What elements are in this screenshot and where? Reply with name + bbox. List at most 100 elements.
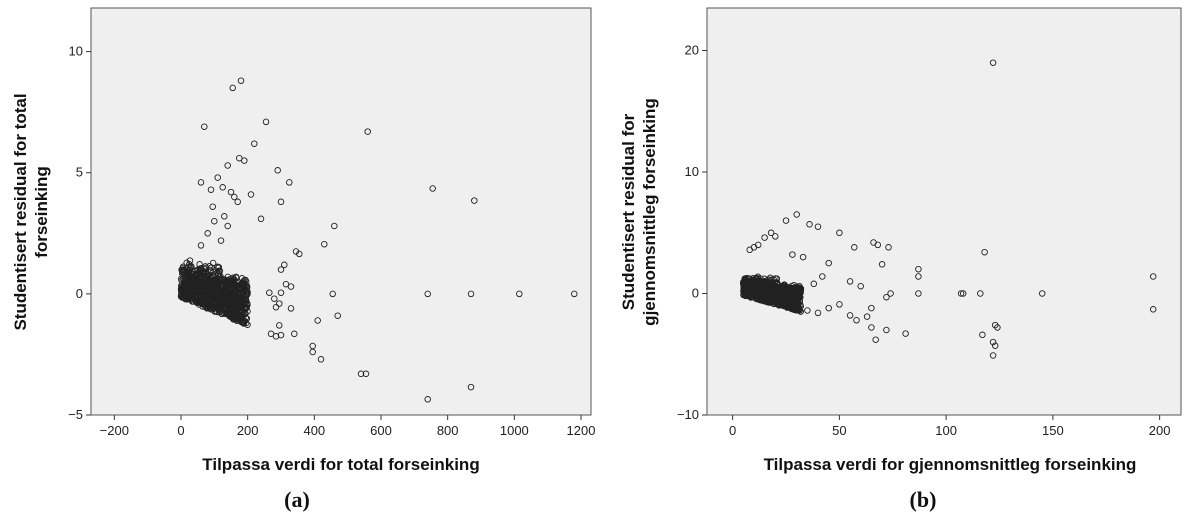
x-tick-label-b: 50 (832, 423, 846, 438)
scatter-point-a (224, 297, 232, 304)
scatter-point-b (814, 223, 822, 230)
panel-label-b: (b) (910, 487, 937, 512)
scatter-point-a (225, 291, 232, 298)
scatter-point-a (188, 277, 195, 284)
y-tick-label-b: 10 (685, 164, 699, 179)
scatter-point-b (773, 293, 780, 301)
scatter-point-a (224, 284, 231, 292)
scatter-point-a (197, 179, 205, 186)
scatter-point-a (214, 174, 221, 181)
scatter-point-b (793, 297, 801, 304)
scatter-point-a (196, 261, 203, 268)
scatter-point-a (282, 280, 290, 288)
scatter-point-b (746, 292, 753, 300)
scatter-point-a (314, 317, 321, 324)
x-tick-label-b: 0 (729, 423, 736, 438)
y-tick-label-a: 0 (76, 286, 83, 301)
scatter-point-a (206, 263, 213, 270)
scatter-point-a (190, 294, 197, 302)
scatter-point-a (207, 186, 215, 193)
scatter-point-a (287, 305, 295, 312)
scatter-point-b (796, 286, 804, 294)
scatter-point-a (247, 191, 255, 198)
scatter-point-a (262, 118, 270, 126)
scatter-point-a (203, 292, 210, 300)
scatter-point-a (183, 259, 190, 267)
scatter-point-b (857, 282, 864, 290)
scatter-point-a (214, 303, 222, 310)
scatter-point-a (181, 271, 188, 279)
scatter-point-b (878, 261, 886, 268)
scatter-point-b (991, 342, 999, 349)
scatter-point-a (239, 318, 246, 325)
scatter-point-b (776, 301, 784, 309)
scatter-point-b (772, 233, 779, 240)
y-tick-label-a: 5 (76, 165, 83, 180)
scatter-point-a (234, 314, 242, 322)
x-tick-label-a: 400 (303, 423, 325, 438)
scatter-point-b (887, 290, 894, 297)
y-tick-label-b: 0 (692, 286, 699, 301)
scatter-point-a (203, 305, 211, 312)
scatter-point-b (1038, 290, 1046, 297)
scatter-point-b (755, 277, 762, 285)
scatter-point-a (244, 321, 251, 328)
plot-area-a (90, 7, 592, 416)
scatter-point-a (214, 277, 221, 284)
scatter-point-a (267, 330, 275, 338)
scatter-point-a (329, 290, 336, 298)
scatter-point-a (202, 303, 209, 311)
scatter-point-b (795, 304, 803, 312)
scatter-point-b (761, 234, 768, 241)
scatter-point-a (241, 277, 248, 284)
scatter-point-b (872, 336, 879, 343)
scatter-point-b (762, 295, 770, 303)
scatter-point-a (209, 203, 216, 210)
scatter-point-a (571, 290, 578, 298)
scatter-point-a (216, 287, 224, 295)
plot-area-b (706, 7, 1182, 416)
scatter-point-a (241, 287, 248, 294)
x-tick-label-a: 1000 (500, 423, 529, 438)
scatter-point-b (787, 284, 794, 292)
scatter-point-b (883, 293, 890, 301)
scatter-point-a (317, 356, 325, 363)
scatter-point-b (769, 279, 777, 287)
scatter-point-b (915, 273, 922, 280)
scatter-point-a (225, 280, 232, 287)
scatter-point-a (424, 290, 431, 298)
scatter-point-b (819, 273, 826, 280)
scatter-point-b (989, 59, 997, 66)
scatter-point-a (194, 295, 202, 302)
scatter-point-a (194, 269, 201, 277)
scatter-point-a (211, 217, 218, 225)
x-tick-label-a: 200 (237, 423, 259, 438)
x-tick-label-b: 150 (1042, 423, 1064, 438)
scatter-point-a (277, 266, 285, 273)
scatter-point-b (804, 307, 811, 314)
scatter-point-a (242, 278, 250, 285)
scatter-point-a (229, 274, 237, 282)
scatter-point-b (788, 286, 796, 293)
scatter-point-b (778, 285, 785, 293)
scatter-point-b (1149, 273, 1157, 280)
panel-label-a: (a) (284, 487, 310, 512)
scatter-point-b (789, 302, 797, 310)
scatter-point-a (201, 123, 208, 130)
x-tick-label-a: 0 (177, 423, 184, 438)
scatter-point-a (516, 290, 523, 298)
x-tick-label-a: 1200 (567, 423, 596, 438)
scatter-point-b (863, 313, 871, 320)
scatter-point-b (957, 290, 965, 297)
scatter-point-a (222, 286, 230, 294)
scatter-point-a (271, 295, 278, 302)
scatter-point-b (915, 290, 922, 297)
scatter-point-a (362, 370, 370, 378)
scatter-point-a (178, 266, 185, 274)
scatter-point-a (277, 331, 285, 339)
scatter-point-a (217, 237, 225, 244)
scatter-point-b (902, 330, 909, 337)
y-tick-label-a: −5 (68, 407, 83, 422)
scatter-point-b (770, 300, 778, 308)
